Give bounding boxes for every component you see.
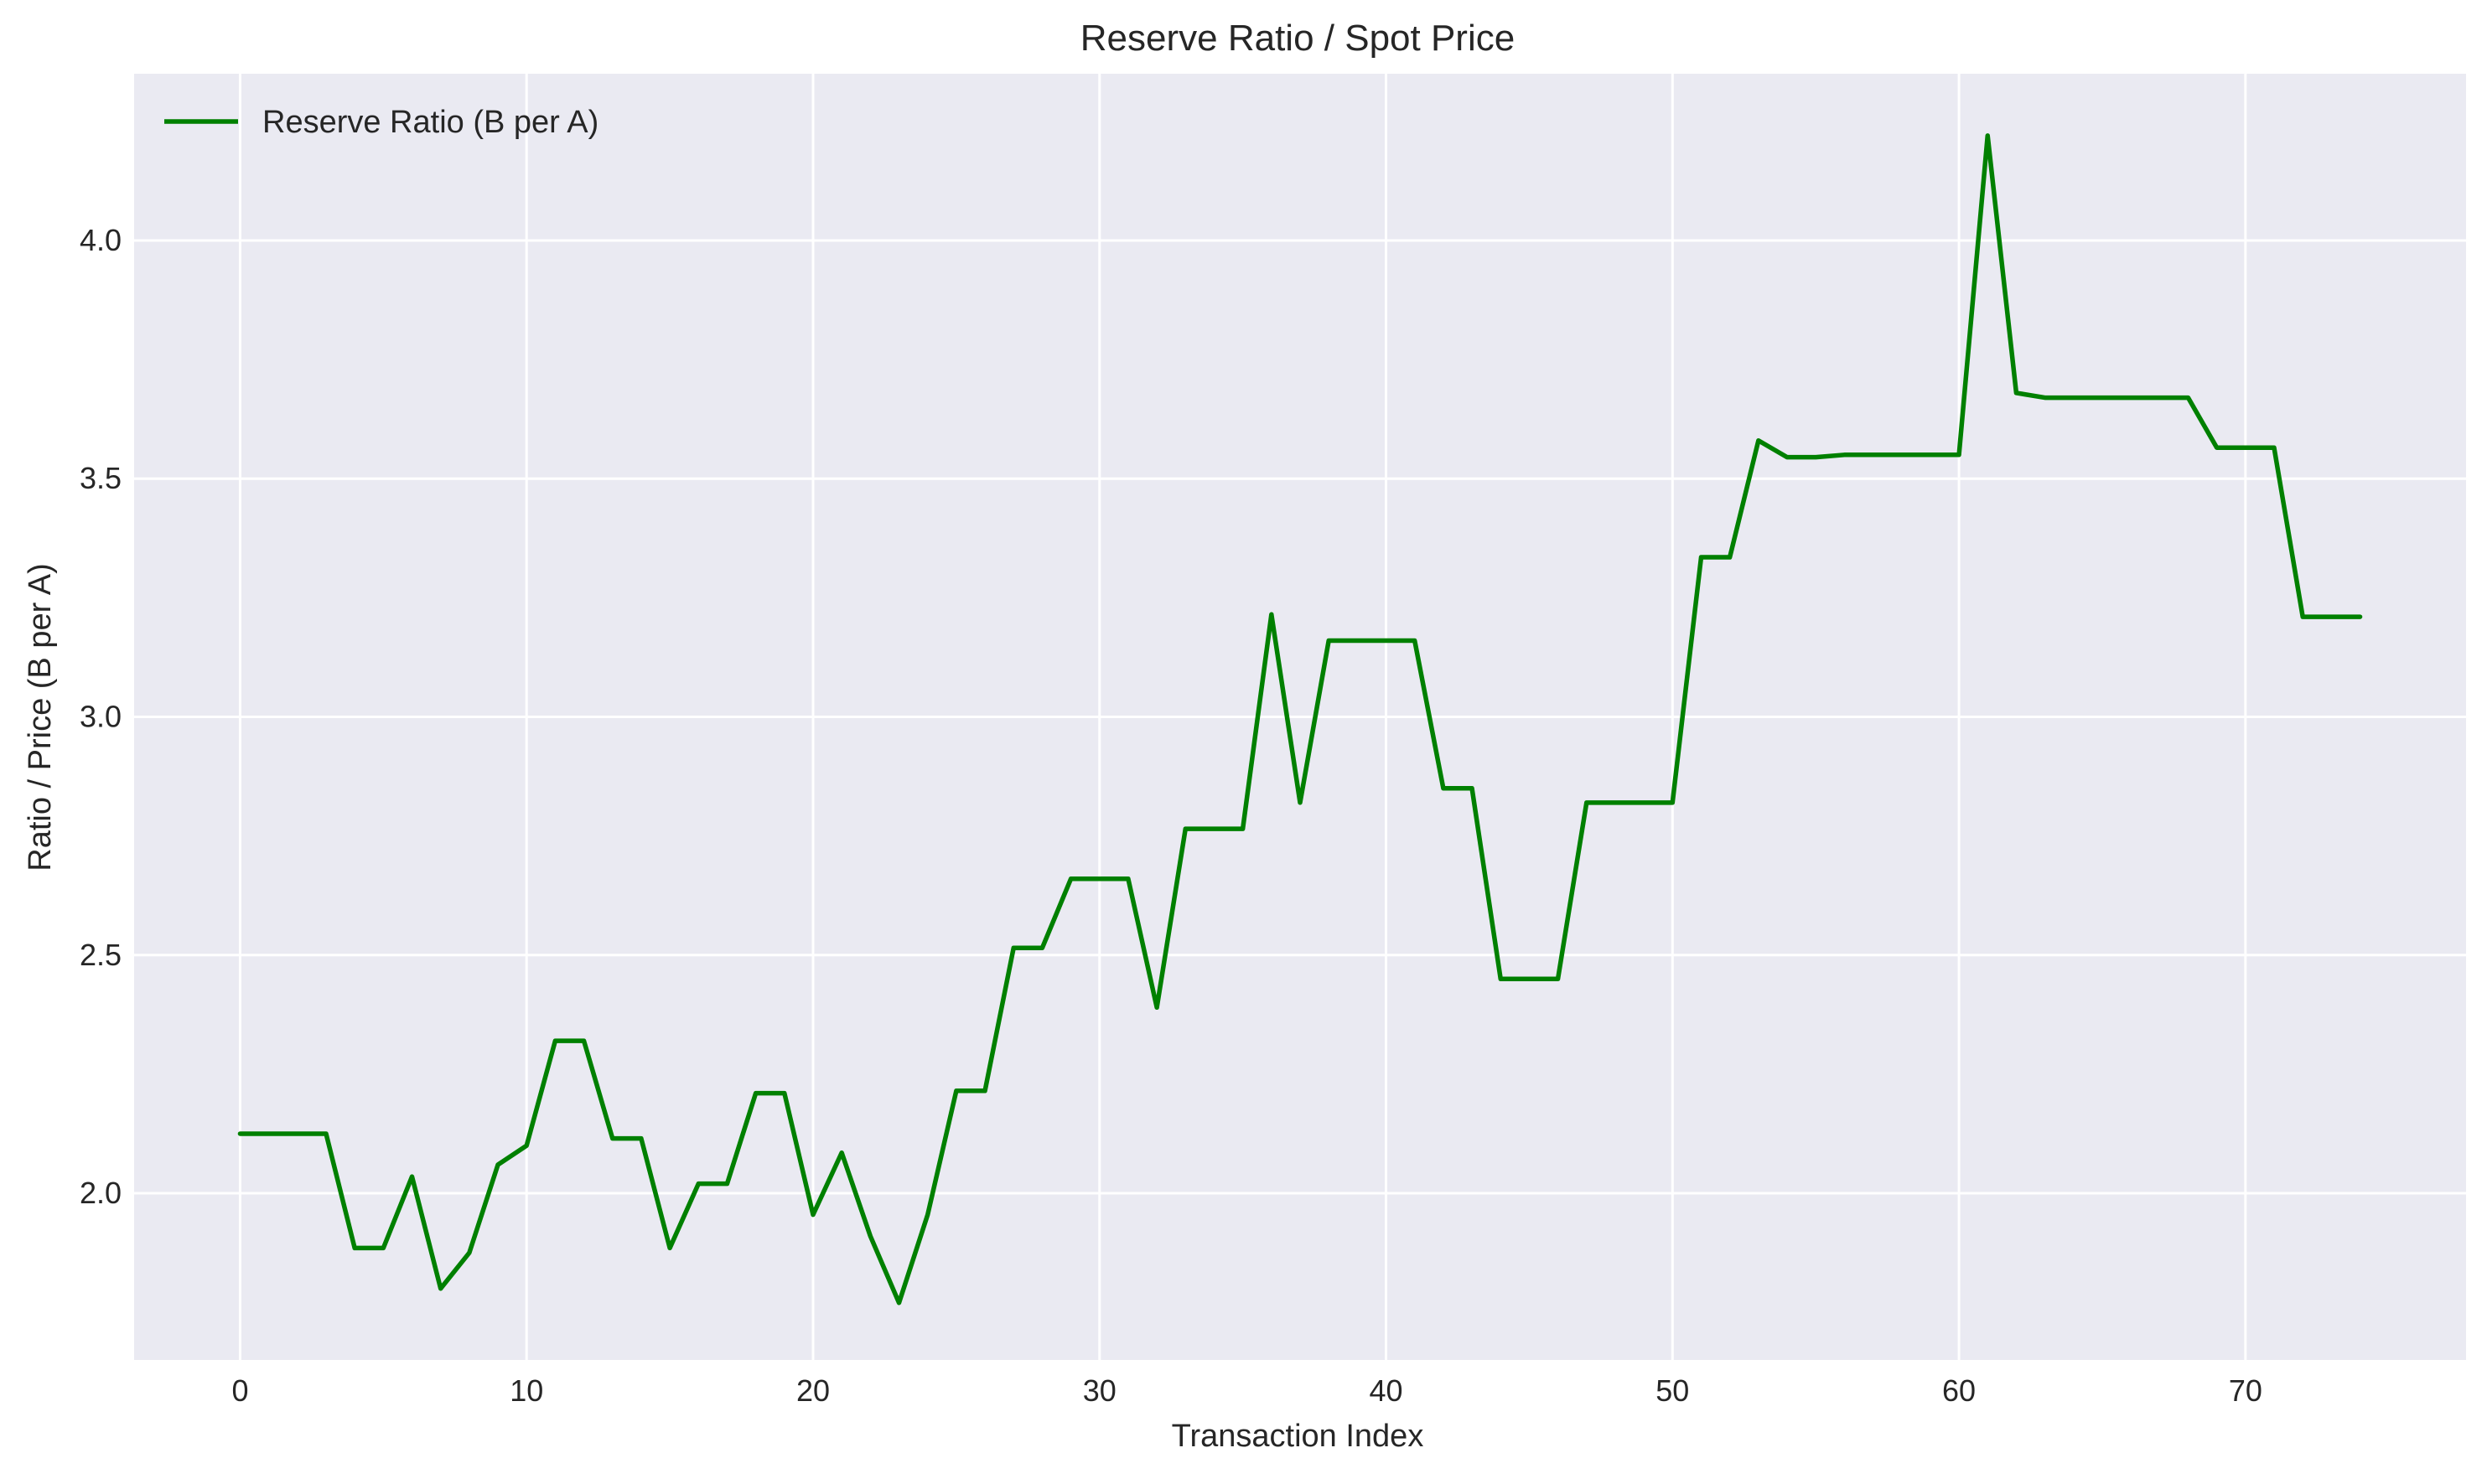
reserve-ratio-line	[237, 133, 2363, 1306]
chart-title: Reserve Ratio / Spot Price	[1080, 18, 1515, 59]
x-tick-label: 10	[510, 1373, 543, 1408]
legend: Reserve Ratio (B per A)	[164, 105, 598, 140]
y-tick-label: 4.0	[80, 223, 122, 257]
legend-label: Reserve Ratio (B per A)	[262, 105, 598, 140]
x-tick-label: 60	[1942, 1373, 1976, 1408]
x-tick-label: 0	[231, 1373, 248, 1408]
x-tick-label: 50	[1655, 1373, 1689, 1408]
grid-lines	[134, 74, 2466, 1360]
x-tick-label: 40	[1370, 1373, 1403, 1408]
y-tick-label: 3.5	[80, 461, 122, 495]
series-layer	[237, 133, 2363, 1306]
x-tick-label: 20	[796, 1373, 830, 1408]
y-tick-label: 3.0	[80, 700, 122, 734]
x-axis-label: Transaction Index	[1172, 1419, 1424, 1454]
y-tick-label: 2.0	[80, 1176, 122, 1210]
y-tick-label: 2.5	[80, 938, 122, 972]
x-tick-label: 30	[1083, 1373, 1117, 1408]
y-axis-label: Ratio / Price (B per A)	[23, 563, 58, 871]
x-tick-label: 70	[2229, 1373, 2262, 1408]
x-axis-ticks: 0 10 20 30 40 50 60 70	[231, 1373, 2262, 1408]
y-axis-ticks: 2.0 2.5 3.0 3.5 4.0	[80, 223, 122, 1210]
